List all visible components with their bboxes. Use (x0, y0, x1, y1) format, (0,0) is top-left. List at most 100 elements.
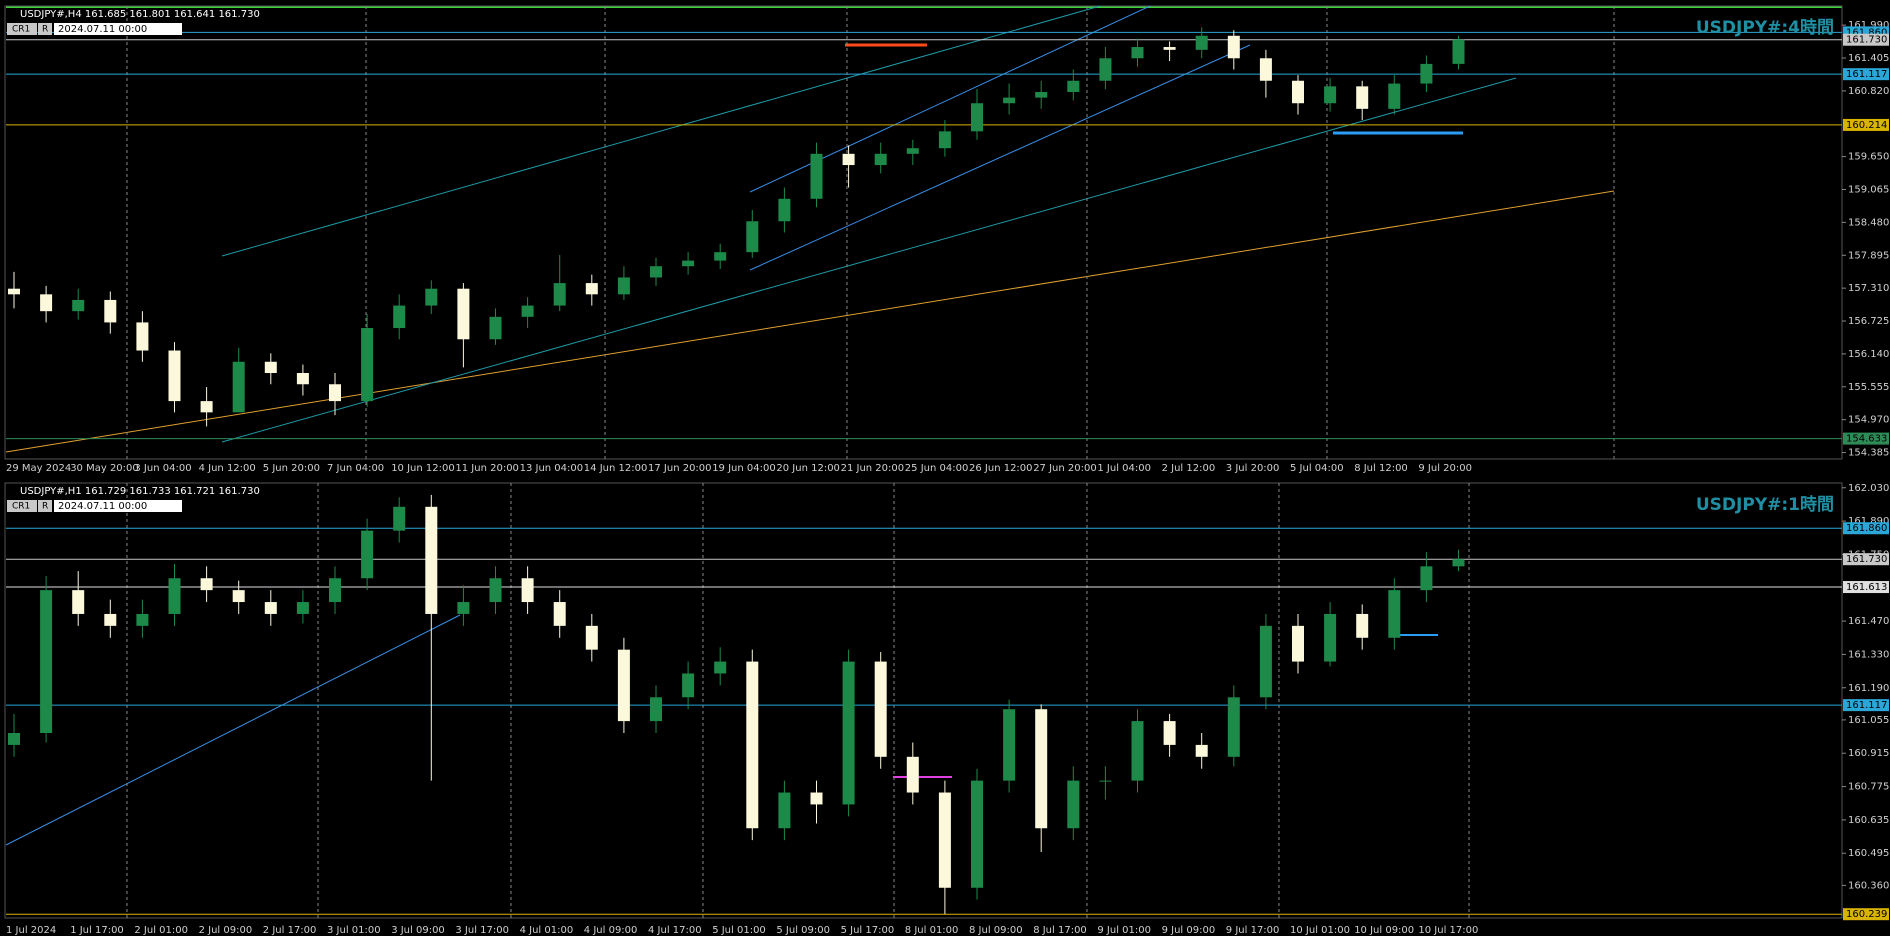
candle-body (40, 294, 53, 312)
x-tick-label: 25 Jun 04:00 (905, 463, 969, 474)
candle-body (40, 590, 53, 733)
candle-body (1420, 63, 1433, 84)
candle-body (136, 322, 149, 351)
x-tick-label: 17 Jun 20:00 (648, 463, 712, 474)
candle-body (1388, 590, 1401, 638)
candle-body (682, 673, 695, 698)
x-tick-label: 2 Jul 01:00 (134, 925, 188, 936)
price-tag-label: 161.730 (1846, 35, 1887, 46)
price-tag (1843, 68, 1889, 81)
price-tag (1843, 33, 1889, 46)
y-tick-label: 159.065 (1848, 185, 1889, 196)
x-tick-label: 3 Jul 20:00 (1226, 463, 1280, 474)
button-label[interactable]: CR1 (12, 502, 30, 512)
candle-body (489, 578, 502, 603)
y-tick-label: 155.555 (1848, 382, 1889, 393)
candle-body (264, 602, 277, 614)
candle-body (329, 578, 341, 603)
candle-body (1163, 47, 1176, 50)
candle-body (585, 625, 598, 650)
x-tick-label: 8 Jul 17:00 (1033, 925, 1087, 936)
x-tick-label: 7 Jun 04:00 (327, 463, 384, 474)
candle-body (1003, 97, 1016, 104)
candle-body (393, 506, 406, 531)
candle-body (682, 260, 695, 267)
candle-body (842, 661, 855, 805)
candle-body (874, 153, 887, 166)
x-tick-label: 8 Jul 01:00 (905, 925, 959, 936)
candle-body (938, 792, 951, 888)
price-tag-label: 161.117 (1846, 700, 1887, 711)
candle-body (778, 198, 791, 222)
trend-line (221, 77, 1517, 443)
trend-line (221, 5, 1101, 257)
candle-body (585, 283, 598, 295)
y-tick-label: 159.650 (1848, 152, 1889, 163)
candle-body (168, 578, 181, 614)
candle-body (361, 328, 374, 402)
candle-body (232, 590, 245, 603)
trend-line (749, 44, 1251, 271)
y-tick-label: 156.140 (1848, 349, 1889, 360)
button-label[interactable]: R (42, 502, 48, 512)
candle-body (714, 252, 727, 261)
price-tag (1843, 581, 1889, 594)
button-label[interactable]: CR1 (12, 25, 30, 35)
x-tick-label: 5 Jun 20:00 (263, 463, 320, 474)
candle-body (617, 277, 630, 295)
candle-body (1163, 721, 1176, 745)
price-tag-label: 161.860 (1846, 523, 1887, 534)
x-tick-label: 8 Jul 12:00 (1354, 463, 1408, 474)
x-tick-label: 21 Jun 20:00 (841, 463, 905, 474)
button-bg (7, 23, 37, 35)
candle-body (521, 578, 534, 603)
candle-body (104, 299, 117, 323)
y-tick-label: 160.635 (1848, 815, 1889, 826)
candle-body (1420, 566, 1433, 591)
candle-body (8, 288, 20, 295)
y-tick-label: 161.405 (1848, 53, 1889, 64)
x-tick-label: 13 Jun 04:00 (520, 463, 584, 474)
trend-line (5, 614, 461, 846)
y-tick-label: 160.360 (1848, 880, 1889, 891)
y-tick-label: 154.385 (1848, 448, 1889, 459)
x-tick-label: 26 Jun 12:00 (969, 463, 1033, 474)
x-tick-label: 29 May 2024 (6, 463, 71, 474)
price-tag-label: 160.239 (1846, 909, 1887, 920)
price-tag (1843, 699, 1889, 712)
candle-body (553, 602, 566, 626)
trend-line (5, 190, 1615, 453)
candle-body (200, 578, 213, 591)
chart-header: USDJPY#,H1 161.729 161.733 161.721 161.7… (20, 486, 260, 497)
candle-body (746, 661, 759, 829)
x-tick-label: 5 Jul 01:00 (712, 925, 766, 936)
candle-body (489, 316, 502, 340)
candle-body (1259, 625, 1272, 698)
candle-body (296, 602, 309, 614)
x-tick-label: 14 Jun 12:00 (584, 463, 648, 474)
candle-body (1131, 47, 1144, 59)
price-tag-label: 161.860 (1846, 27, 1887, 38)
candle-body (296, 373, 309, 385)
y-tick-label: 161.055 (1848, 715, 1889, 726)
candle-body (168, 350, 181, 402)
date-label: 2024.07.11 00:00 (58, 501, 147, 512)
candle-body (810, 153, 823, 199)
x-tick-label: 10 Jul 17:00 (1418, 925, 1478, 936)
x-tick-label: 19 Jun 04:00 (712, 463, 776, 474)
candle-body (232, 361, 245, 413)
x-tick-label: 2 Jul 09:00 (199, 925, 253, 936)
button-label[interactable]: R (42, 25, 48, 35)
candle-body (1195, 744, 1208, 757)
y-tick-label: 157.310 (1848, 283, 1889, 294)
candle-body (938, 131, 951, 149)
x-tick-label: 5 Jul 09:00 (776, 925, 830, 936)
x-tick-label: 4 Jul 17:00 (648, 925, 702, 936)
price-tag-label: 161.117 (1846, 69, 1887, 80)
candle-body (1227, 35, 1240, 59)
x-tick-label: 1 Jul 04:00 (1097, 463, 1151, 474)
candle-body (8, 733, 20, 745)
price-tag-label: 161.730 (1846, 554, 1887, 565)
